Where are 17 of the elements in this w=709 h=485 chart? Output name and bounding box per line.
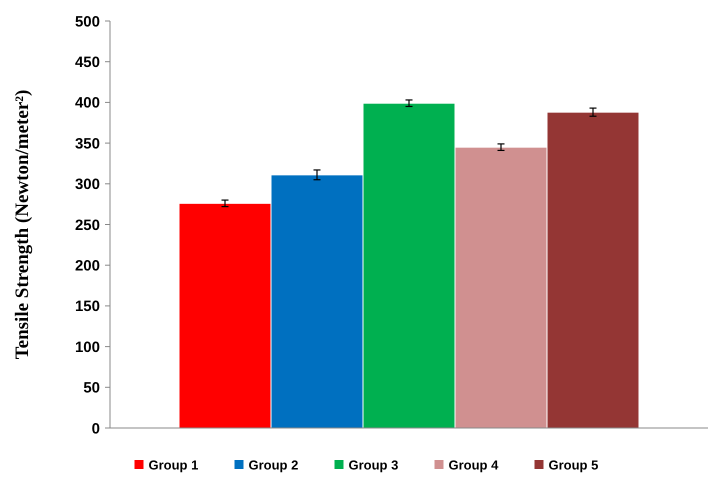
legend-label: Group 1 bbox=[148, 458, 198, 473]
y-tick-label: 350 bbox=[74, 135, 100, 152]
y-tick-label: 400 bbox=[74, 94, 100, 112]
y-tick-label: 0 bbox=[92, 420, 100, 438]
legend-label: Group 4 bbox=[448, 458, 500, 473]
legend-label: Group 3 bbox=[348, 458, 398, 473]
y-tick-label: 250 bbox=[74, 216, 100, 234]
y-tick-label: 450 bbox=[74, 54, 100, 71]
y-tick-label: 100 bbox=[74, 338, 100, 356]
y-tick-label: 150 bbox=[74, 298, 100, 316]
y-tick-label: 50 bbox=[83, 380, 100, 397]
legend-label: Group 2 bbox=[248, 458, 298, 473]
legend-label: Group 5 bbox=[548, 458, 598, 473]
y-axis-title: Tensile Strength (Newton/meter²) bbox=[12, 90, 33, 360]
y-tick-label: 200 bbox=[74, 257, 100, 274]
y-tick-label: 300 bbox=[74, 176, 100, 194]
y-tick-label: 500 bbox=[74, 13, 100, 30]
